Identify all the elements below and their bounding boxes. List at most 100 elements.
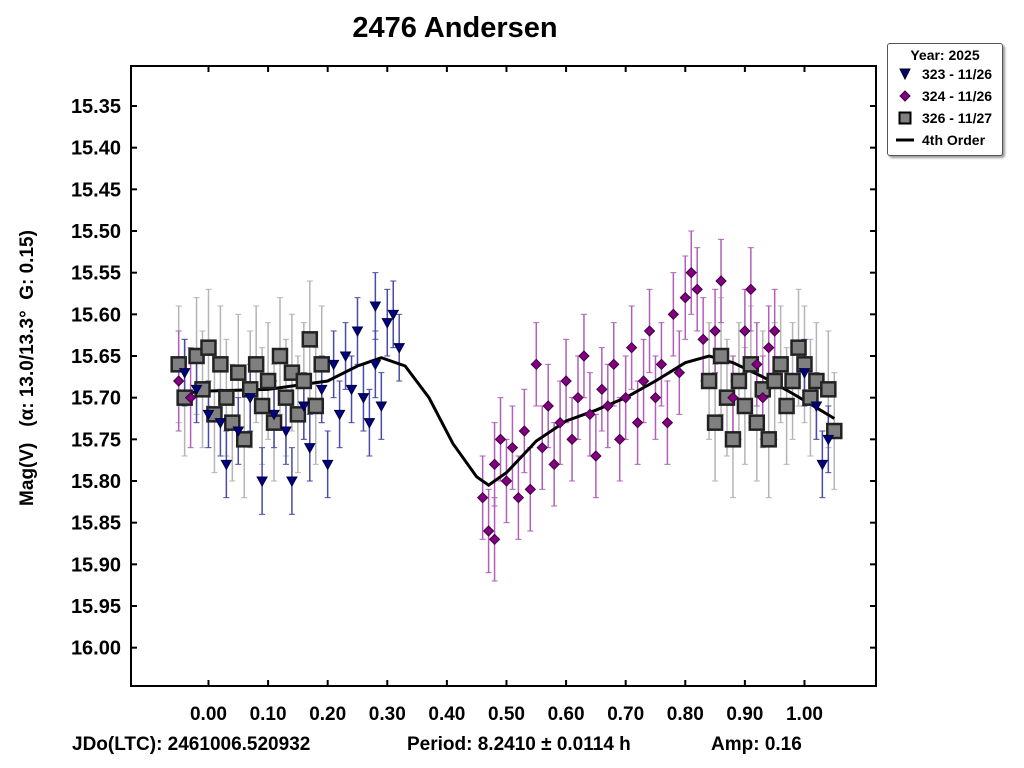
- y-tick-label: 15.70: [71, 388, 121, 410]
- x-tick-label: 0.00: [190, 704, 227, 725]
- data-point-324: [727, 391, 739, 404]
- data-point-326: [808, 372, 825, 390]
- data-point-323: [244, 393, 257, 404]
- data-point-323: [387, 309, 400, 321]
- data-point-324: [512, 491, 525, 504]
- data-point-324: [500, 475, 513, 487]
- data-point-324: [578, 350, 590, 362]
- y-tick-label: 15.75: [71, 429, 121, 451]
- data-point-323: [297, 401, 310, 413]
- data-point-324: [506, 441, 519, 454]
- data-point-323: [369, 301, 382, 313]
- data-point-323: [321, 459, 334, 471]
- data-point-326: [820, 381, 837, 398]
- data-point-326: [253, 397, 271, 415]
- data-point-324: [757, 391, 769, 404]
- data-point-323: [202, 409, 215, 421]
- data-point-324: [685, 266, 697, 279]
- data-point-324: [661, 416, 674, 429]
- legend-label: 323 - 11/26: [922, 66, 993, 82]
- data-point-324: [548, 458, 560, 471]
- data-point-324: [494, 433, 507, 446]
- data-point-323: [327, 359, 340, 371]
- data-point-326: [307, 397, 325, 415]
- data-point-326: [778, 397, 795, 415]
- data-point-326: [224, 414, 241, 431]
- data-point-324: [518, 425, 531, 437]
- x-tick-label: 0.20: [309, 704, 346, 725]
- data-point-326: [784, 372, 801, 390]
- legend-entry-fit: 4th Order: [888, 129, 1002, 151]
- data-point-326: [724, 431, 742, 448]
- data-point-324: [488, 458, 501, 471]
- data-point-326: [271, 347, 289, 365]
- data-point-323: [363, 418, 376, 429]
- data-point-324: [751, 358, 763, 371]
- data-point-323: [357, 393, 370, 404]
- x-tick-label: 0.80: [667, 704, 704, 725]
- data-point-326: [736, 397, 754, 415]
- data-point-323: [345, 384, 358, 396]
- data-point-324: [608, 358, 620, 371]
- y-tick-label: 15.45: [71, 179, 121, 201]
- data-point-324: [649, 391, 662, 404]
- data-point-324: [643, 325, 656, 337]
- y-tick-label: 15.35: [71, 96, 121, 118]
- data-point-324: [542, 400, 554, 412]
- data-point-324: [554, 416, 566, 429]
- data-point-323: [256, 476, 268, 488]
- data-point-326: [170, 356, 187, 373]
- data-point-324: [524, 483, 537, 496]
- data-point-326: [218, 389, 235, 406]
- data-point-323: [214, 418, 227, 429]
- legend-title: Year: 2025: [910, 47, 980, 63]
- data-point-323: [190, 384, 203, 396]
- data-point-324: [488, 533, 501, 546]
- data-point-324: [619, 391, 632, 404]
- legend-label: 4th Order: [922, 132, 986, 148]
- data-point-324: [566, 433, 578, 446]
- x-tick-label: 0.70: [607, 704, 644, 725]
- diamond-marker-icon: [896, 90, 914, 102]
- data-point-323: [286, 476, 298, 488]
- legend: Year: 2025 323 - 11/26 324 - 11/26 326 -…: [887, 43, 1003, 156]
- data-point-324: [172, 375, 185, 387]
- data-point-326: [200, 339, 217, 356]
- y-tick-label: 15.95: [71, 596, 121, 618]
- data-point-324: [709, 325, 721, 337]
- data-point-323: [339, 351, 352, 363]
- data-point-326: [766, 372, 783, 390]
- data-point-326: [212, 356, 229, 373]
- data-point-326: [295, 372, 313, 390]
- legend-entry-323: 323 - 11/26: [888, 63, 1002, 85]
- data-point-323: [810, 401, 823, 413]
- data-point-324: [691, 283, 703, 296]
- x-tick-label: 0.30: [369, 704, 406, 725]
- y-tick-label: 15.50: [71, 221, 121, 243]
- data-point-323: [351, 326, 364, 338]
- data-point-326: [790, 339, 807, 356]
- data-point-324: [768, 325, 781, 337]
- data-point-326: [301, 331, 319, 348]
- data-point-326: [748, 414, 766, 431]
- data-point-323: [333, 409, 346, 421]
- x-tick-label: 0.50: [488, 704, 525, 725]
- data-point-326: [259, 372, 277, 390]
- data-point-326: [772, 356, 789, 373]
- x-tick-label: 0.40: [428, 704, 465, 725]
- data-point-324: [745, 283, 757, 296]
- chart-title: 2476 Andersen: [352, 12, 558, 44]
- data-point-326: [730, 372, 748, 390]
- y-tick-label: 15.65: [71, 346, 121, 368]
- data-point-323: [232, 426, 245, 438]
- data-point-324: [596, 383, 608, 396]
- data-point-323: [178, 368, 191, 379]
- data-point-326: [188, 347, 205, 365]
- data-point-326: [313, 356, 330, 373]
- square-marker-icon: [896, 111, 914, 125]
- data-point-324: [739, 325, 751, 337]
- footer-period: Period: 8.2410 ± 0.0114 h: [407, 734, 631, 755]
- data-point-324: [614, 433, 626, 446]
- data-point-323: [798, 368, 811, 379]
- legend-label: 324 - 11/26: [922, 88, 993, 104]
